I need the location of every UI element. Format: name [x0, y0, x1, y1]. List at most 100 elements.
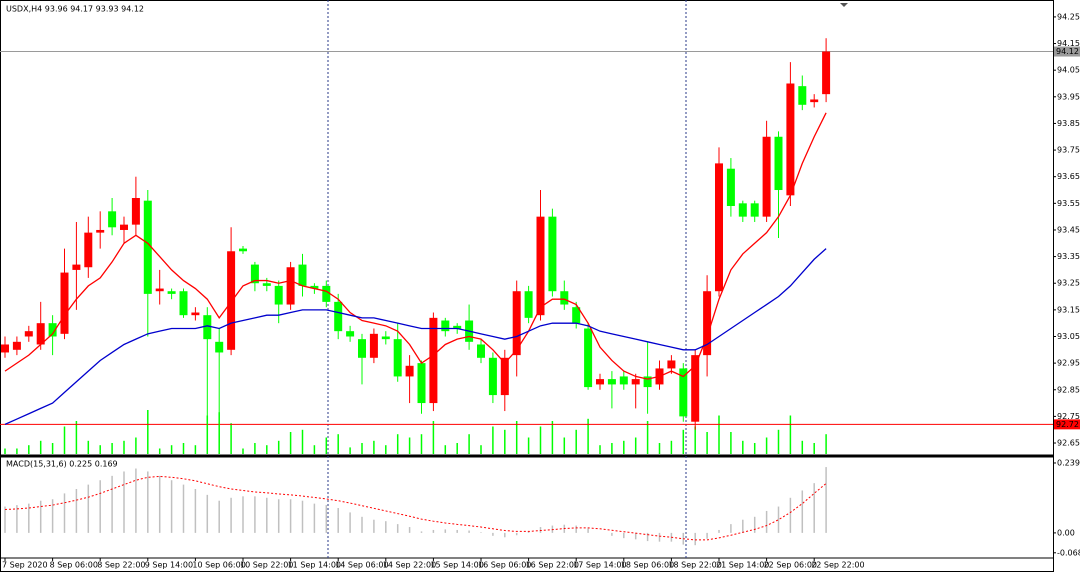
- candle-body: [131, 198, 140, 225]
- price-label-box: [1054, 419, 1080, 430]
- candle-body: [143, 200, 152, 294]
- x-tick-label: 18 Sep 22:00: [668, 561, 721, 570]
- candle-body: [322, 285, 331, 302]
- candle-body: [286, 267, 295, 305]
- candle-body: [726, 168, 735, 206]
- x-tick-label: 14 Sep 06:00: [335, 561, 388, 570]
- candle-body: [488, 357, 497, 396]
- y-tick-label: 93.45: [1057, 225, 1080, 234]
- candle-body: [596, 379, 604, 385]
- x-tick-label: 10 Sep 06:00: [192, 561, 245, 570]
- candle-body: [584, 328, 593, 388]
- x-tick-label: 8 Sep 06:00: [50, 561, 98, 570]
- x-tick-label: 15 Sep 14:00: [430, 561, 483, 570]
- candle-body: [227, 251, 236, 350]
- x-tick-label: 7 Sep 2020: [2, 561, 48, 570]
- candle-body: [405, 365, 414, 377]
- candle-body: [738, 203, 747, 217]
- candle-body: [215, 341, 224, 353]
- candle-body: [500, 357, 509, 396]
- candle-body: [536, 216, 545, 316]
- candle-body: [108, 211, 117, 228]
- candle-body: [453, 325, 462, 329]
- x-tick-label: 18 Sep 06:00: [621, 561, 674, 570]
- y-tick-label: 92.85: [1057, 385, 1080, 394]
- candle-body: [250, 264, 259, 284]
- candle-body: [12, 341, 21, 350]
- candle-body: [774, 136, 783, 191]
- candle-body: [310, 285, 319, 289]
- candle-body: [24, 331, 33, 337]
- candle-body: [298, 264, 307, 286]
- candle-body: [48, 323, 57, 337]
- moving-average: [4, 248, 827, 425]
- candle-body: [715, 163, 723, 292]
- y-tick-label: 93.35: [1057, 252, 1080, 261]
- y-tick-label: 94.15: [1057, 39, 1080, 48]
- candle-body: [358, 339, 366, 358]
- y-tick-label: 93.75: [1057, 146, 1080, 155]
- candle-body: [203, 315, 212, 340]
- candle-body: [429, 317, 438, 404]
- x-tick-label: 14 Sep 22:00: [383, 561, 436, 570]
- price-label: 94.12: [1056, 47, 1079, 56]
- candle-body: [417, 363, 426, 404]
- y-tick-label: 92.95: [1057, 359, 1080, 368]
- indicator-title: MACD(15,31,6) 0.225 0.169: [6, 460, 118, 469]
- y-tick-label: 92.65: [1057, 439, 1080, 448]
- candle-body: [381, 336, 390, 340]
- x-tick-label: 22 Sep 06:00: [764, 561, 817, 570]
- candle-body: [810, 99, 819, 103]
- candle-body: [120, 224, 128, 230]
- candle-body: [679, 368, 688, 417]
- y-tick-label: 93.05: [1057, 332, 1080, 341]
- price-label: 92.72: [1056, 420, 1079, 429]
- x-tick-label: 21 Sep 14:00: [716, 561, 769, 570]
- candle-body: [786, 83, 795, 196]
- candle-body: [191, 312, 200, 316]
- candle-body: [619, 376, 628, 385]
- candle-body: [691, 355, 700, 422]
- y-tick-label: 0.239: [1057, 458, 1080, 467]
- candle-body: [72, 264, 81, 270]
- x-tick-label: 22 Sep 22:00: [811, 561, 864, 570]
- candle-body: [631, 379, 640, 385]
- moving-average: [4, 112, 827, 380]
- candle-body: [274, 285, 283, 305]
- candle-body: [560, 291, 569, 305]
- y-tick-label: 93.85: [1057, 119, 1080, 128]
- candle-body: [441, 320, 450, 332]
- candle-body: [512, 291, 521, 356]
- candle-body: [750, 203, 759, 217]
- candle-body: [762, 136, 771, 217]
- y-tick-label: -0.068: [1057, 548, 1080, 557]
- x-tick-label: 11 Sep 14:00: [288, 561, 341, 570]
- candle-body: [60, 272, 69, 334]
- candle-body: [334, 301, 343, 332]
- candle-body: [96, 229, 105, 233]
- candle-body: [393, 339, 402, 377]
- x-tick-label: 16 Sep 22:00: [526, 561, 579, 570]
- candle-body: [346, 331, 355, 337]
- candle-body: [155, 288, 164, 292]
- candle-body: [703, 291, 712, 356]
- y-tick-label: 93.65: [1057, 172, 1080, 181]
- candle-body: [477, 344, 485, 358]
- candle-body: [667, 360, 676, 369]
- candle-body: [167, 291, 176, 294]
- candle-body: [798, 86, 807, 105]
- y-tick-label: 0.00: [1057, 528, 1075, 537]
- x-tick-label: 17 Sep 14:00: [573, 561, 626, 570]
- x-tick-label: 9 Sep 14:00: [145, 561, 193, 570]
- candle-body: [607, 379, 616, 385]
- candle-body: [548, 216, 557, 292]
- candle-body: [179, 291, 188, 316]
- y-tick-label: 93.15: [1057, 305, 1080, 314]
- candle-body: [36, 323, 45, 345]
- y-tick-label: 94.05: [1057, 66, 1080, 75]
- candle-body: [369, 333, 378, 358]
- candle-body: [643, 376, 652, 388]
- candle-body: [572, 307, 581, 324]
- candle-body: [239, 248, 247, 252]
